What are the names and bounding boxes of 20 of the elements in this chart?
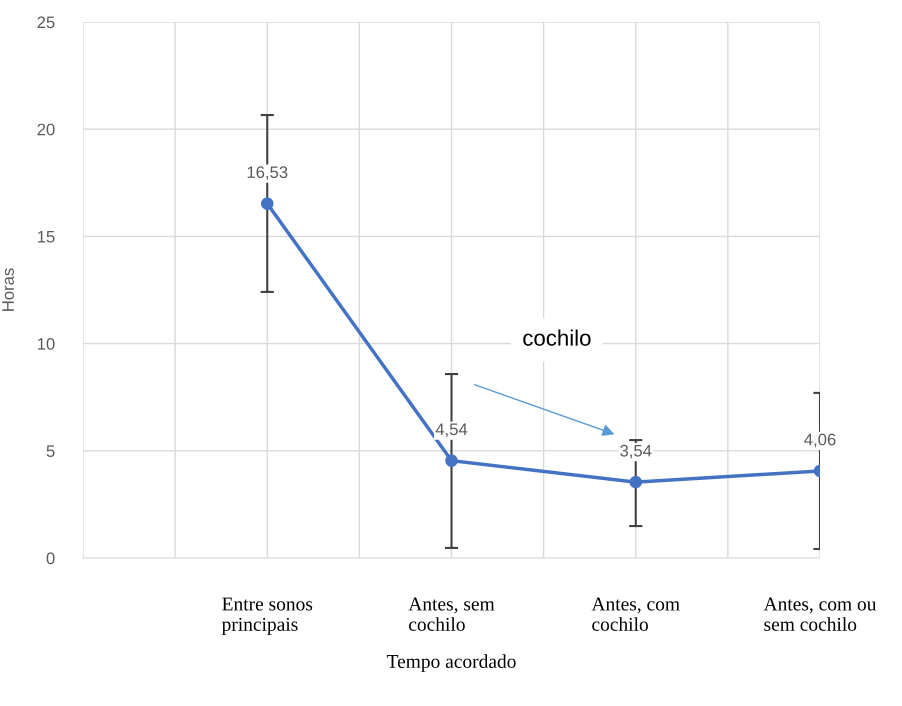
point (261, 197, 274, 210)
y-tick-label: 20 (38, 124, 55, 136)
y-tick-label: 5 (46, 445, 55, 458)
x-tick-label: Antes, com ou sem cochilo (764, 598, 876, 631)
x-tick-label: Entre sonos principais (222, 598, 312, 635)
point (445, 454, 458, 467)
x-tick-label: Antes, sem cochilo (408, 598, 494, 631)
data-label: 3,54 (620, 444, 652, 459)
data-label: 4,06 (804, 434, 836, 448)
y-tick-label: 15 (38, 230, 55, 243)
x-tick-label: Antes, com cochilo (592, 598, 680, 631)
x-axis-title: Tempo acordado (386, 654, 516, 672)
y-tick-label: 0 (46, 552, 55, 564)
annotation: cochilo (523, 329, 591, 346)
point (630, 476, 642, 488)
y-axis-title: Horas (2, 268, 14, 311)
data-label: 16,53 (248, 166, 288, 180)
y-tick-label: 25 (38, 16, 55, 28)
data-label: 4,54 (436, 424, 468, 438)
y-tick-label: 10 (38, 338, 55, 350)
